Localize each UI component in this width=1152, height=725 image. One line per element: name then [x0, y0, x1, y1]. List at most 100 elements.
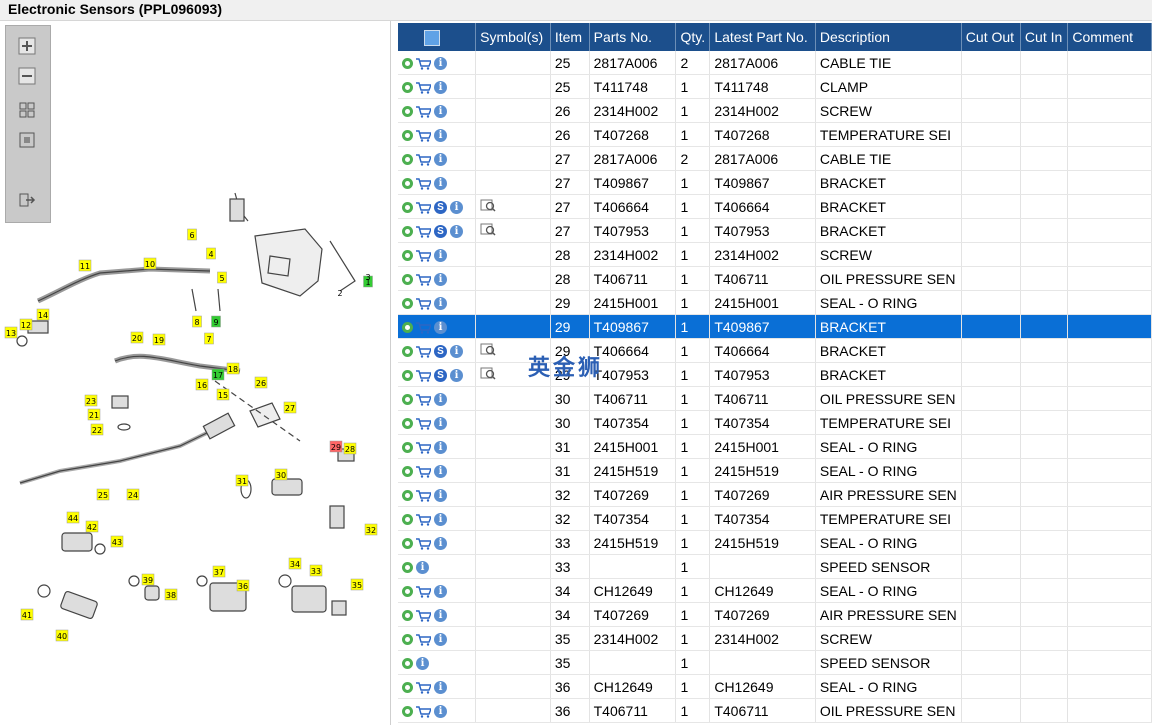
alternative-parts-icon[interactable] [480, 367, 496, 380]
options-gear-icon[interactable] [402, 658, 413, 670]
cart-icon[interactable] [416, 538, 431, 550]
options-gear-icon[interactable] [402, 538, 413, 550]
callout-17[interactable]: 17 [211, 368, 225, 381]
cart-icon[interactable] [416, 130, 431, 142]
cart-icon[interactable] [416, 490, 431, 502]
callout-5[interactable]: 5 [217, 271, 227, 284]
callout-34[interactable]: 34 [288, 557, 302, 570]
callout-38[interactable]: 38 [164, 588, 178, 601]
cart-icon[interactable] [416, 274, 431, 286]
options-gear-icon[interactable] [402, 634, 413, 646]
column-header-tools[interactable] [398, 23, 477, 51]
table-row[interactable]: i 34 T407269 1 T407269 AIR PRESSURE SEN [398, 602, 1152, 627]
substitute-s-icon[interactable]: S [434, 369, 447, 383]
info-icon[interactable]: i [434, 81, 447, 95]
callout-44[interactable]: 44 [66, 511, 80, 524]
cart-icon[interactable] [416, 106, 431, 118]
callout-33[interactable]: 33 [309, 564, 323, 577]
table-row[interactable]: i 25 2817A006 2 2817A006 CABLE TIE [398, 51, 1152, 75]
table-row[interactable]: i 31 2415H001 1 2415H001 SEAL - O RING [398, 434, 1152, 459]
info-icon[interactable]: i [434, 513, 447, 527]
cart-icon[interactable] [416, 706, 431, 718]
export-button[interactable] [15, 188, 39, 212]
info-icon[interactable]: i [450, 345, 463, 359]
cart-icon[interactable] [416, 586, 431, 598]
info-icon[interactable]: i [434, 153, 447, 167]
fit-button[interactable] [15, 98, 39, 122]
cart-icon[interactable] [416, 58, 431, 70]
options-gear-icon[interactable] [402, 202, 413, 214]
cart-icon[interactable] [416, 322, 431, 334]
callout-11[interactable]: 11 [78, 259, 92, 272]
cart-icon[interactable] [416, 346, 431, 358]
options-gear-icon[interactable] [402, 154, 413, 166]
callout-21[interactable]: 21 [87, 408, 101, 421]
info-icon[interactable]: i [434, 249, 447, 263]
substitute-s-icon[interactable]: S [434, 201, 447, 215]
column-header-cut-in[interactable]: Cut In [1020, 23, 1069, 51]
options-gear-icon[interactable] [402, 250, 413, 262]
column-header-item[interactable]: Item [550, 23, 590, 51]
options-gear-icon[interactable] [402, 682, 413, 694]
info-icon[interactable]: i [434, 609, 447, 623]
actual-size-button[interactable] [15, 128, 39, 152]
options-gear-icon[interactable] [402, 610, 413, 622]
table-row[interactable]: i 31 2415H519 1 2415H519 SEAL - O RING [398, 458, 1152, 483]
column-header-cut-out[interactable]: Cut Out [961, 23, 1021, 51]
callout-7[interactable]: 7 [204, 332, 214, 345]
column-filter-icon[interactable] [424, 29, 440, 46]
info-icon[interactable]: i [416, 561, 429, 575]
callout-1[interactable]: 1 [363, 275, 373, 288]
cart-icon[interactable] [416, 418, 431, 430]
options-gear-icon[interactable] [402, 370, 413, 382]
cart-icon[interactable] [416, 682, 431, 694]
cart-icon[interactable] [416, 514, 431, 526]
column-header-parts-no[interactable]: Parts No. [589, 23, 677, 51]
cart-icon[interactable] [416, 226, 431, 238]
table-row[interactable]: i 36 CH12649 1 CH12649 SEAL - O RING [398, 674, 1152, 699]
info-icon[interactable]: i [450, 201, 463, 215]
callout-43[interactable]: 43 [110, 535, 124, 548]
cart-icon[interactable] [416, 634, 431, 646]
options-gear-icon[interactable] [402, 346, 413, 358]
info-icon[interactable]: i [434, 681, 447, 695]
callout-25[interactable]: 25 [96, 488, 110, 501]
alternative-parts-icon[interactable] [480, 223, 496, 236]
table-row[interactable]: i 26 2314H002 1 2314H002 SCREW [398, 98, 1152, 123]
callout-26[interactable]: 26 [254, 376, 268, 389]
info-icon[interactable]: i [434, 465, 447, 479]
callout-29[interactable]: 29 [329, 440, 343, 453]
cart-icon[interactable] [416, 202, 431, 214]
options-gear-icon[interactable] [402, 418, 413, 430]
callout-13[interactable]: 13 [4, 326, 18, 339]
callout-6[interactable]: 6 [187, 228, 197, 241]
callout-4[interactable]: 4 [206, 247, 216, 260]
callout-22[interactable]: 22 [90, 423, 104, 436]
options-gear-icon[interactable] [402, 586, 413, 598]
info-icon[interactable]: i [434, 705, 447, 719]
callout-24[interactable]: 24 [126, 488, 140, 501]
cart-icon[interactable] [416, 82, 431, 94]
options-gear-icon[interactable] [402, 466, 413, 478]
options-gear-icon[interactable] [402, 514, 413, 526]
substitute-s-icon[interactable]: S [434, 225, 447, 239]
cart-icon[interactable] [416, 610, 431, 622]
table-row[interactable]: i 35 1 SPEED SENSOR [398, 650, 1152, 675]
callout-37[interactable]: 37 [212, 565, 226, 578]
info-icon[interactable]: i [434, 441, 447, 455]
callout-15[interactable]: 15 [216, 388, 230, 401]
info-icon[interactable]: i [434, 393, 447, 407]
options-gear-icon[interactable] [402, 58, 413, 70]
table-row[interactable]: i 33 1 SPEED SENSOR [398, 554, 1152, 579]
callout-23[interactable]: 23 [84, 394, 98, 407]
callout-28[interactable]: 28 [343, 442, 357, 455]
callout-41[interactable]: 41 [20, 608, 34, 621]
options-gear-icon[interactable] [402, 106, 413, 118]
info-icon[interactable]: i [450, 369, 463, 383]
table-row[interactable]: i 36 T406711 1 T406711 OIL PRESSURE SEN [398, 698, 1152, 723]
alternative-parts-icon[interactable] [480, 343, 496, 356]
info-icon[interactable]: i [434, 273, 447, 287]
cart-icon[interactable] [416, 370, 431, 382]
table-row[interactable]: i 30 T407354 1 T407354 TEMPERATURE SEI [398, 410, 1152, 435]
callout-10[interactable]: 10 [143, 257, 157, 270]
